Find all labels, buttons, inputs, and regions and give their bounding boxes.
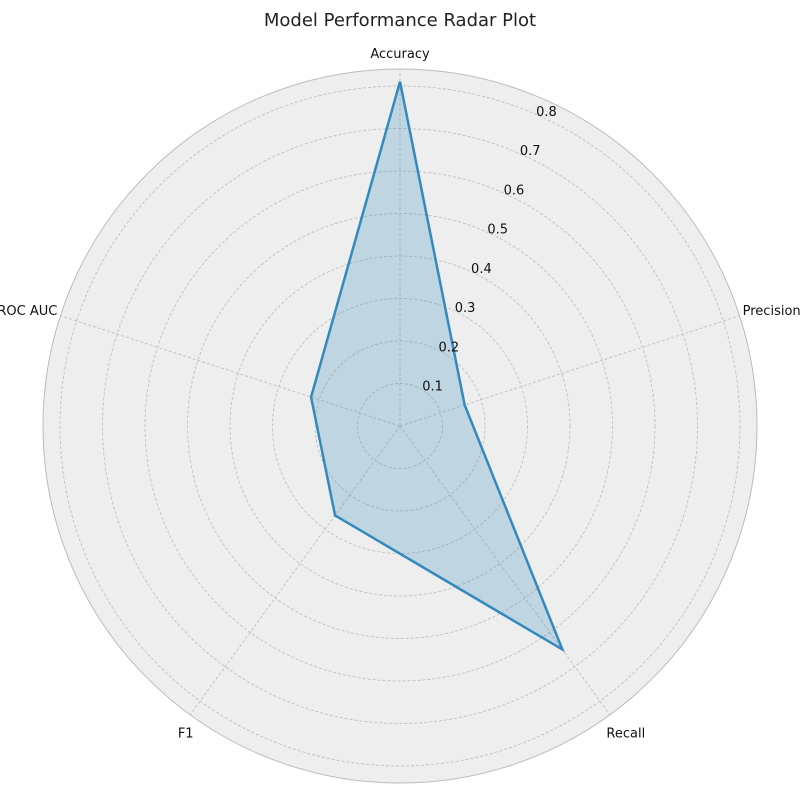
grid-spoke <box>60 315 401 427</box>
grid-spokes <box>60 69 740 716</box>
radial-tick-label: 0.5 <box>487 223 508 238</box>
category-labels: Accuracy Precision Recall F1 ROC AUC <box>0 47 800 741</box>
radial-tick-label: 0.8 <box>536 105 557 120</box>
radial-tick-labels: 0.1 0.2 0.3 0.4 0.5 0.6 0.7 0.8 <box>422 105 557 395</box>
grid-ring <box>314 340 486 512</box>
radial-tick-label: 0.2 <box>439 340 460 355</box>
category-label: Accuracy <box>370 47 430 62</box>
chart-title: Model Performance Radar Plot <box>264 10 536 31</box>
radial-tick-label: 0.7 <box>520 144 541 159</box>
category-label: F1 <box>178 726 194 741</box>
grid-spoke <box>189 425 401 716</box>
category-label: ROC AUC <box>0 304 57 319</box>
category-label: Precision <box>743 304 800 319</box>
radial-tick-label: 0.4 <box>471 262 492 277</box>
series-layer <box>309 81 565 653</box>
grid-ring <box>357 383 443 469</box>
category-label: Recall <box>606 726 645 741</box>
grid-spoke <box>399 425 611 716</box>
plot-frame <box>42 68 758 784</box>
radial-tick-label: 0.1 <box>422 380 443 395</box>
radial-tick-label: 0.3 <box>455 301 476 316</box>
grid-spoke <box>399 315 740 427</box>
series-area <box>311 81 563 650</box>
radial-tick-label: 0.6 <box>504 183 525 198</box>
series-line <box>309 81 565 653</box>
